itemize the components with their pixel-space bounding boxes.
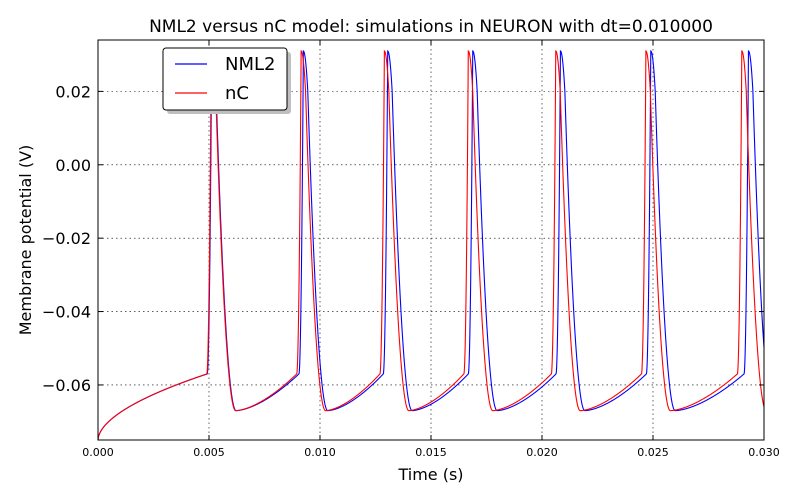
series-line-nc [97,50,765,441]
x-tick-label: 0.015 [415,446,447,459]
x-tick-label: 0.000 [82,446,114,459]
series-layer [97,50,765,441]
y-tick-label: −0.06 [42,376,91,395]
y-axis-label: Membrane potential (V) [16,145,35,336]
y-tick-label: 0.00 [55,156,91,175]
x-axis-label: Time (s) [397,465,463,484]
y-tick-label: −0.04 [42,303,91,322]
x-tick-label: 0.005 [193,446,225,459]
x-tick-label: 0.025 [637,446,669,459]
x-tick-label: 0.030 [748,446,780,459]
y-tick-label: −0.02 [42,229,91,248]
ticks: 0.000 0.005 0.010 0.015 0.020 0.025 0.030 −0.06… [42,40,780,459]
legend-label-nml2: NML2 [225,54,275,75]
x-tick-label: 0.010 [304,446,336,459]
chart-title: NML2 versus nC model: simulations in NEU… [149,17,713,37]
legend-label-nc: nC [225,83,249,104]
legend: NML2 nC [162,47,291,114]
y-tick-label: 0.02 [55,82,91,101]
x-tick-label: 0.020 [526,446,558,459]
